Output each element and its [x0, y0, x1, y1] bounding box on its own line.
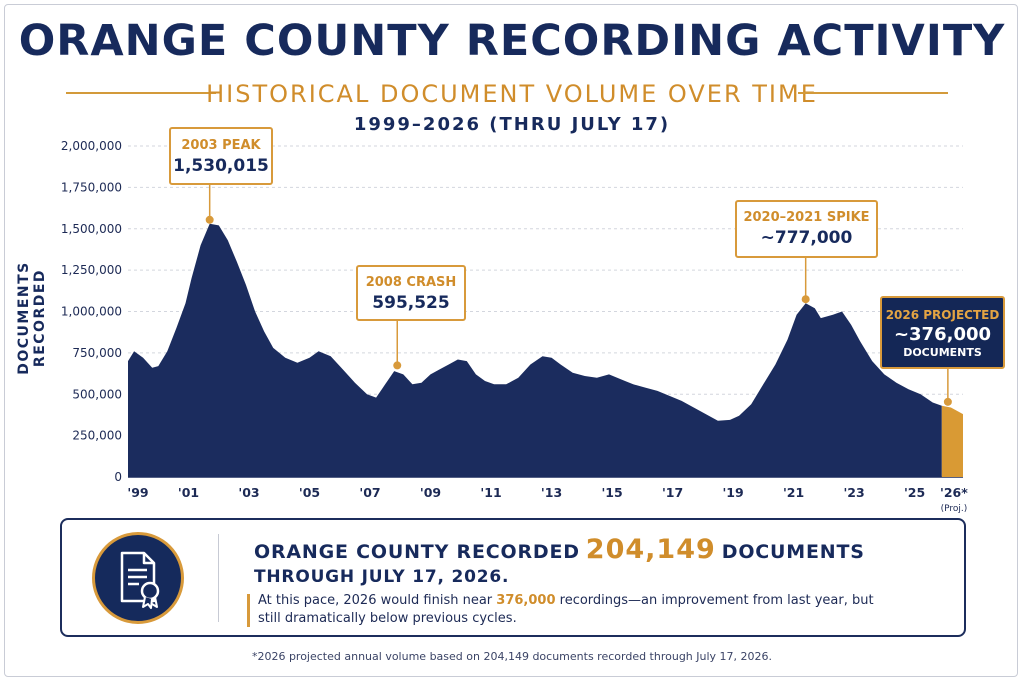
callout-2026-projected: 2026 PROJECTED ~376,000 DOCUMENTS	[880, 296, 1005, 369]
headline-number: 204,149	[585, 534, 716, 565]
x-tick-label: '19	[722, 485, 743, 500]
callout-2008-crash: 2008 CRASH 595,525	[356, 265, 466, 321]
headline-prefix: ORANGE COUNTY RECORDED	[254, 541, 580, 563]
callout-value: 595,525	[372, 293, 450, 313]
certificate-icon	[92, 532, 184, 624]
summary-divider	[218, 534, 219, 622]
x-tick-label: '13	[541, 485, 562, 500]
callout-value: ~376,000	[893, 324, 992, 345]
x-tick-label: '01	[178, 485, 199, 500]
body-text-end: recordings—an improvement from last year…	[258, 593, 874, 626]
callout-label: 2008 CRASH	[365, 275, 457, 290]
y-tick-label: 0	[114, 470, 122, 484]
x-tick-label: '99	[127, 485, 148, 500]
callout-label: 2026 PROJECTED	[885, 308, 1000, 322]
x-tick-label: '07	[359, 485, 380, 500]
headline-suffix: DOCUMENTS	[721, 541, 865, 563]
x-tick-label: '11	[480, 485, 501, 500]
callout-value: ~777,000	[760, 228, 853, 248]
callout-value: 1,530,015	[173, 156, 269, 176]
subtitle-row: HISTORICAL DOCUMENT VOLUME OVER TIME	[60, 80, 964, 108]
y-tick-label: 750,000	[72, 346, 122, 360]
callout-2003-peak: 2003 PEAK 1,530,015	[169, 127, 273, 185]
annotation-marker	[205, 215, 214, 224]
x-tick-label: '17	[662, 485, 683, 500]
date-range: 1999–2026 (THRU JULY 17)	[353, 114, 671, 135]
x-tick-label: '21	[783, 485, 804, 500]
callout-2020-2021-spike: 2020–2021 SPIKE ~777,000	[735, 200, 878, 258]
y-tick-label: 1,000,000	[61, 305, 122, 319]
x-tick-label: '23	[843, 485, 864, 500]
summary-accent-bar	[247, 594, 250, 627]
x-tick-label: '05	[299, 485, 320, 500]
annotation-marker	[801, 295, 810, 304]
y-tick-label: 1,500,000	[61, 222, 122, 236]
x-tick-label: '15	[601, 485, 622, 500]
historical-area	[128, 223, 942, 477]
summary-headline: ORANGE COUNTY RECORDED 204,149 DOCUMENTS	[254, 534, 865, 565]
subtitle: HISTORICAL DOCUMENT VOLUME OVER TIME	[206, 80, 818, 108]
summary-body: At this pace, 2026 would finish near 376…	[258, 592, 898, 628]
x-tick-label: '26*	[940, 485, 968, 500]
subtitle-rule-right	[798, 92, 948, 94]
subtitle-rule-left	[66, 92, 216, 94]
y-tick-label: 1,750,000	[61, 180, 122, 194]
page-title: ORANGE COUNTY RECORDING ACTIVITY	[18, 16, 1006, 66]
x-tick-label: '25	[904, 485, 925, 500]
x-tick-label: '09	[420, 485, 441, 500]
footnote: *2026 projected annual volume based on 2…	[251, 650, 773, 663]
annotation-marker	[393, 361, 402, 370]
y-tick-label: 250,000	[72, 429, 122, 443]
body-highlight: 376,000	[496, 593, 556, 608]
summary-panel: ORANGE COUNTY RECORDED 204,149 DOCUMENTS T…	[60, 518, 966, 637]
annotation-marker	[943, 397, 952, 406]
callout-label: 2020–2021 SPIKE	[743, 210, 870, 225]
x-tick-note: (Proj.)	[941, 504, 968, 514]
summary-subheadline: THROUGH JULY 17, 2026.	[254, 567, 510, 587]
y-tick-label: 500,000	[72, 387, 122, 401]
body-text-start: At this pace, 2026 would finish near	[258, 593, 497, 608]
y-tick-label: 1,250,000	[61, 263, 122, 277]
callout-label: 2003 PEAK	[181, 138, 261, 153]
callout-unit: DOCUMENTS	[903, 346, 982, 359]
y-tick-label: 2,000,000	[61, 139, 122, 153]
projected-area	[941, 405, 963, 477]
x-tick-label: '03	[238, 485, 259, 500]
